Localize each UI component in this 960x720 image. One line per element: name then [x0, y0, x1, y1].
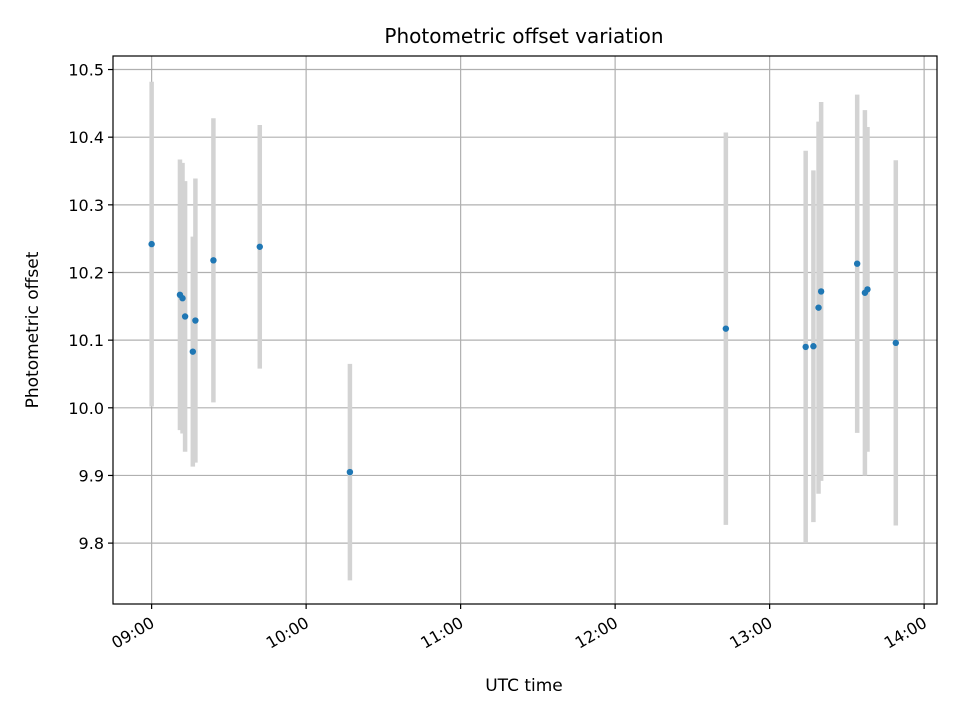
data-point — [256, 243, 263, 250]
data-point — [892, 339, 899, 347]
data-point — [179, 295, 186, 302]
y-tick-label: 10.1 — [68, 331, 104, 350]
y-tick-label: 9.8 — [79, 534, 104, 553]
data-point — [192, 317, 199, 324]
x-axis-title: UTC time — [485, 676, 563, 696]
data-point — [148, 240, 155, 248]
y-tick-label: 10.5 — [68, 61, 104, 80]
y-tick-label: 10.4 — [68, 128, 104, 147]
y-tick-label: 9.9 — [79, 466, 104, 485]
y-axis-title: Photometric offset — [23, 251, 43, 408]
plot-frame — [112, 55, 938, 605]
data-point — [815, 304, 822, 311]
data-points — [148, 240, 899, 476]
data-point — [810, 343, 817, 350]
data-point — [210, 257, 217, 264]
data-point — [853, 260, 861, 267]
data-point — [346, 468, 354, 476]
data-point — [181, 313, 189, 320]
data-point — [817, 288, 825, 295]
y-tick-label: 10.2 — [68, 263, 104, 282]
y-tick-label: 10.0 — [68, 399, 104, 418]
y-tick-label: 10.3 — [68, 196, 104, 215]
chart-title: Photometric offset variation — [384, 24, 663, 48]
grid-lines — [113, 56, 937, 604]
data-point — [802, 343, 809, 351]
data-point — [189, 348, 197, 355]
data-point — [722, 325, 730, 332]
y-axis-ticks: 9.8 9.9 10.0 10.1 10.2 10.3 10.4 10.5 — [68, 61, 113, 553]
data-point — [864, 286, 871, 293]
